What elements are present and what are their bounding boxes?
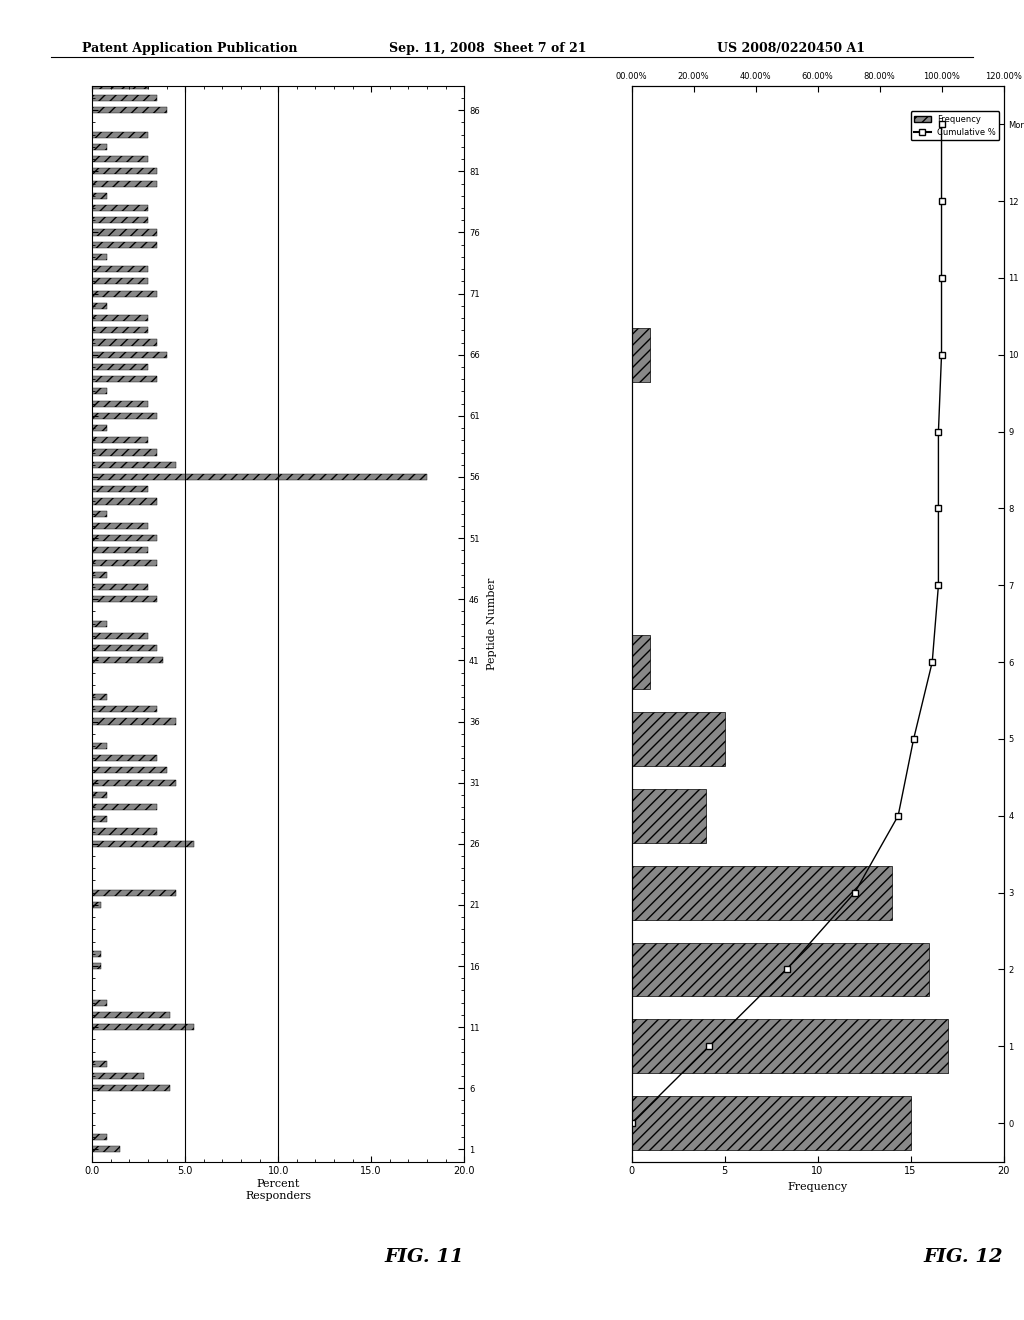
Bar xyxy=(92,999,108,1006)
Bar xyxy=(92,169,158,174)
Bar xyxy=(92,645,158,651)
X-axis label: Percent
Responders: Percent Responders xyxy=(245,1179,311,1201)
Bar xyxy=(92,486,147,492)
Bar xyxy=(92,890,176,896)
Bar xyxy=(92,95,158,102)
Bar xyxy=(92,1061,108,1067)
Bar xyxy=(92,218,147,223)
Bar xyxy=(92,315,147,321)
Bar xyxy=(92,388,108,395)
Bar xyxy=(92,364,147,370)
Bar xyxy=(92,718,176,725)
Bar xyxy=(92,499,158,504)
Bar xyxy=(92,743,108,748)
Bar xyxy=(92,144,108,150)
Bar xyxy=(92,523,147,529)
Bar xyxy=(92,376,158,383)
Bar xyxy=(92,400,147,407)
Bar xyxy=(92,107,167,114)
Text: US 2008/0220450 A1: US 2008/0220450 A1 xyxy=(717,42,865,55)
X-axis label: Frequency: Frequency xyxy=(787,1181,848,1192)
Bar xyxy=(92,548,147,553)
Bar xyxy=(92,450,158,455)
Bar xyxy=(92,657,163,664)
Bar xyxy=(92,413,158,418)
Text: FIG. 12: FIG. 12 xyxy=(924,1247,1004,1266)
Bar xyxy=(632,789,706,842)
Bar xyxy=(92,829,158,834)
Bar xyxy=(92,792,108,797)
Bar xyxy=(92,620,108,627)
Bar xyxy=(92,902,101,908)
Bar xyxy=(92,425,108,432)
Bar xyxy=(92,1073,144,1078)
Bar xyxy=(92,1012,170,1018)
Bar xyxy=(632,1019,948,1073)
Y-axis label: Peptide Number: Peptide Number xyxy=(486,578,497,669)
Bar xyxy=(92,474,427,480)
Bar xyxy=(92,767,167,774)
Bar xyxy=(92,964,101,969)
Bar xyxy=(92,156,147,162)
Bar xyxy=(92,339,158,346)
Bar xyxy=(632,327,650,381)
Bar xyxy=(92,462,176,467)
Bar xyxy=(92,1146,120,1152)
Bar xyxy=(92,560,158,566)
Bar xyxy=(92,755,158,762)
Bar xyxy=(92,205,147,211)
Bar xyxy=(92,302,108,309)
Bar xyxy=(92,1085,170,1092)
Bar xyxy=(92,1134,108,1140)
Bar xyxy=(92,279,147,284)
Bar xyxy=(92,816,108,822)
Bar xyxy=(92,706,158,713)
Bar xyxy=(632,866,892,920)
Text: FIG. 11: FIG. 11 xyxy=(385,1247,464,1266)
Bar xyxy=(92,780,176,785)
Bar xyxy=(92,632,147,639)
Bar xyxy=(632,942,929,997)
Text: Patent Application Publication: Patent Application Publication xyxy=(82,42,297,55)
Bar xyxy=(92,597,158,602)
Bar xyxy=(92,351,167,358)
Bar xyxy=(92,583,147,590)
Bar xyxy=(92,290,158,297)
Bar xyxy=(92,83,147,88)
Bar xyxy=(92,253,108,260)
Legend: Frequency, Cumulative %: Frequency, Cumulative % xyxy=(910,111,999,140)
Bar xyxy=(92,193,108,199)
Bar xyxy=(92,230,158,235)
Bar xyxy=(92,804,158,810)
Bar xyxy=(632,1097,910,1150)
Bar xyxy=(632,635,650,689)
Bar xyxy=(92,572,108,578)
Bar xyxy=(92,841,195,847)
Bar xyxy=(92,327,147,334)
Bar xyxy=(92,511,108,516)
Bar xyxy=(92,694,108,700)
Bar xyxy=(92,242,158,248)
Text: Sep. 11, 2008  Sheet 7 of 21: Sep. 11, 2008 Sheet 7 of 21 xyxy=(389,42,587,55)
Bar xyxy=(92,181,158,186)
Bar xyxy=(92,1024,195,1030)
Bar xyxy=(92,132,147,137)
Bar xyxy=(92,267,147,272)
Bar xyxy=(92,535,158,541)
Bar xyxy=(632,711,725,766)
Bar xyxy=(92,950,101,957)
Bar xyxy=(92,437,147,444)
